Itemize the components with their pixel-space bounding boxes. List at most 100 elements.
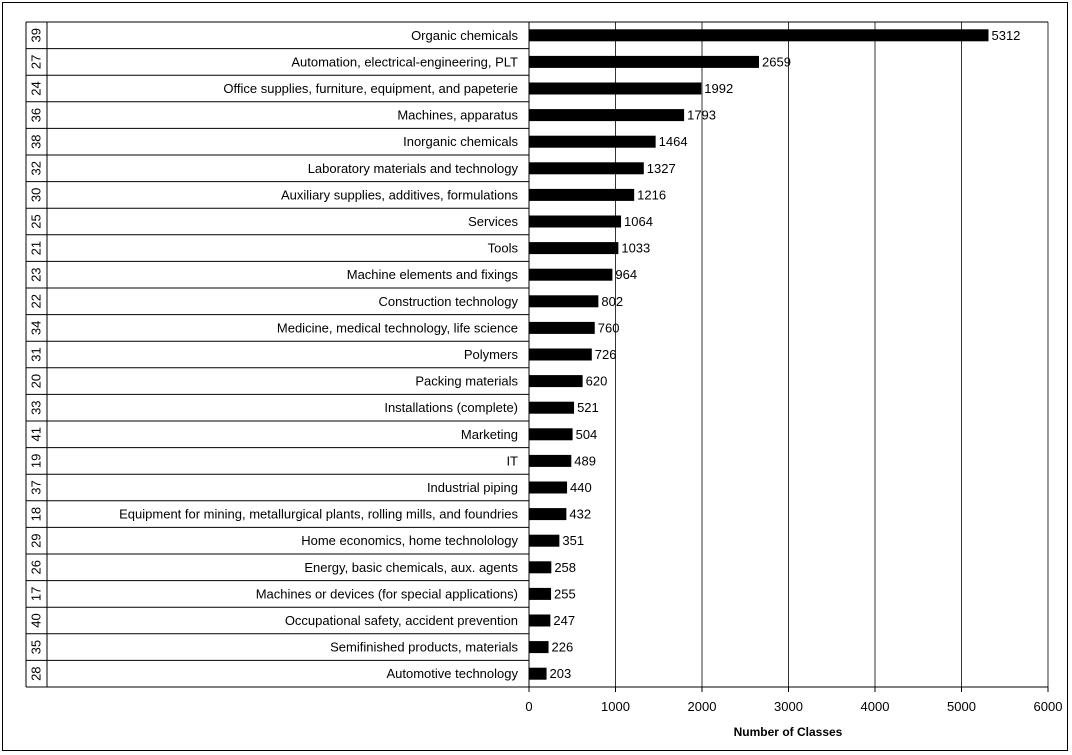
category-label: Medicine, medical technology, life scien… bbox=[277, 320, 518, 335]
category-label: Energy, basic chemicals, aux. agents bbox=[304, 560, 518, 575]
category-label: Services bbox=[468, 214, 518, 229]
bar bbox=[529, 587, 552, 600]
data-label: 504 bbox=[576, 427, 598, 442]
data-label: 247 bbox=[553, 613, 575, 628]
category-code: 18 bbox=[29, 507, 44, 521]
bar bbox=[529, 162, 644, 175]
category-label: Industrial piping bbox=[427, 480, 518, 495]
bar bbox=[529, 401, 575, 414]
category-label: Home economics, home technolology bbox=[301, 533, 518, 548]
data-label: 432 bbox=[569, 507, 591, 522]
data-label: 1216 bbox=[637, 187, 666, 202]
data-label: 964 bbox=[615, 267, 637, 282]
data-label: 2659 bbox=[762, 54, 791, 69]
category-label: Laboratory materials and technology bbox=[308, 161, 519, 176]
category-label: Inorganic chemicals bbox=[403, 134, 518, 149]
x-tick-label: 3000 bbox=[774, 699, 803, 714]
bar bbox=[529, 561, 552, 574]
bar bbox=[529, 481, 568, 494]
data-label: 440 bbox=[570, 480, 592, 495]
bar bbox=[529, 295, 599, 308]
category-code: 38 bbox=[29, 134, 44, 148]
category-code: 32 bbox=[29, 161, 44, 175]
category-code: 24 bbox=[29, 81, 44, 95]
category-label: Organic chemicals bbox=[411, 28, 518, 43]
bar bbox=[529, 215, 622, 228]
bar bbox=[529, 375, 583, 388]
data-label: 620 bbox=[586, 374, 608, 389]
bar bbox=[529, 135, 656, 148]
x-tick-label: 2000 bbox=[688, 699, 717, 714]
category-label: Marketing bbox=[461, 427, 518, 442]
category-label: Auxiliary supplies, additives, formulati… bbox=[281, 187, 518, 202]
x-tick-label: 1000 bbox=[601, 699, 630, 714]
x-tick-label: 6000 bbox=[1034, 699, 1063, 714]
category-code: 23 bbox=[29, 267, 44, 281]
category-label: Machines or devices (for special applica… bbox=[256, 586, 518, 601]
category-label: IT bbox=[506, 453, 518, 468]
category-label: Machines, apparatus bbox=[397, 108, 518, 123]
category-label: Tools bbox=[488, 241, 519, 256]
category-code: 17 bbox=[29, 587, 44, 601]
category-label: Construction technology bbox=[379, 294, 519, 309]
data-label: 1064 bbox=[624, 214, 653, 229]
bar bbox=[529, 508, 567, 521]
category-code: 29 bbox=[29, 533, 44, 547]
category-label: Installations (complete) bbox=[384, 400, 518, 415]
bar bbox=[529, 82, 702, 95]
category-rows: 39 Organic chemicals 27 Automation, electri… bbox=[25, 21, 529, 688]
category-code: 36 bbox=[29, 108, 44, 122]
data-label: 5312 bbox=[991, 28, 1020, 43]
data-label: 726 bbox=[595, 347, 617, 362]
category-code: 19 bbox=[29, 454, 44, 468]
bar bbox=[529, 268, 613, 281]
category-label: Polymers bbox=[464, 347, 519, 362]
data-label: 1033 bbox=[621, 241, 650, 256]
category-label: Machine elements and fixings bbox=[347, 267, 519, 282]
category-label: Office supplies, furniture, equipment, a… bbox=[223, 81, 518, 96]
bar bbox=[529, 428, 573, 441]
category-code: 31 bbox=[29, 347, 44, 361]
category-code: 30 bbox=[29, 188, 44, 202]
data-label: 1992 bbox=[704, 81, 733, 96]
category-code: 34 bbox=[29, 321, 44, 335]
bar bbox=[529, 454, 572, 467]
bar bbox=[529, 641, 549, 654]
category-code: 22 bbox=[29, 294, 44, 308]
x-tick-label: 4000 bbox=[861, 699, 890, 714]
category-label: Packing materials bbox=[415, 374, 518, 389]
data-label: 521 bbox=[577, 400, 599, 415]
category-code: 40 bbox=[29, 613, 44, 627]
data-label: 203 bbox=[550, 666, 572, 681]
bar bbox=[529, 242, 619, 255]
category-label: Equipment for mining, metallurgical plan… bbox=[119, 507, 518, 522]
category-code: 27 bbox=[29, 55, 44, 69]
category-label: Automotive technology bbox=[386, 666, 518, 681]
x-tick-label: 0 bbox=[525, 699, 532, 714]
category-code: 41 bbox=[29, 427, 44, 441]
data-label: 351 bbox=[562, 533, 584, 548]
category-code: 33 bbox=[29, 400, 44, 414]
category-code: 37 bbox=[29, 480, 44, 494]
bar bbox=[529, 188, 635, 201]
data-label: 1793 bbox=[687, 108, 716, 123]
bar bbox=[529, 614, 551, 627]
data-label: 760 bbox=[598, 320, 620, 335]
data-label: 258 bbox=[554, 560, 576, 575]
data-label: 1327 bbox=[647, 161, 676, 176]
category-label: Automation, electrical-engineering, PLT bbox=[291, 54, 518, 69]
category-code: 39 bbox=[29, 28, 44, 42]
category-code: 35 bbox=[29, 640, 44, 654]
bar bbox=[529, 348, 592, 361]
category-code: 26 bbox=[29, 560, 44, 574]
bar bbox=[529, 29, 989, 42]
category-label: Semifinished products, materials bbox=[330, 640, 518, 655]
x-axis: 0 1000 2000 3000 4000 5000 6000 bbox=[525, 21, 1063, 714]
bar bbox=[529, 667, 547, 680]
data-label: 1464 bbox=[659, 134, 688, 149]
x-axis-title: Number of Classes bbox=[734, 725, 843, 739]
bars: 5312 2659 1992 1793 1464 1327 1216 1064 1033 964 8… bbox=[529, 28, 1020, 681]
x-tick-label: 5000 bbox=[947, 699, 976, 714]
bar bbox=[529, 534, 560, 547]
